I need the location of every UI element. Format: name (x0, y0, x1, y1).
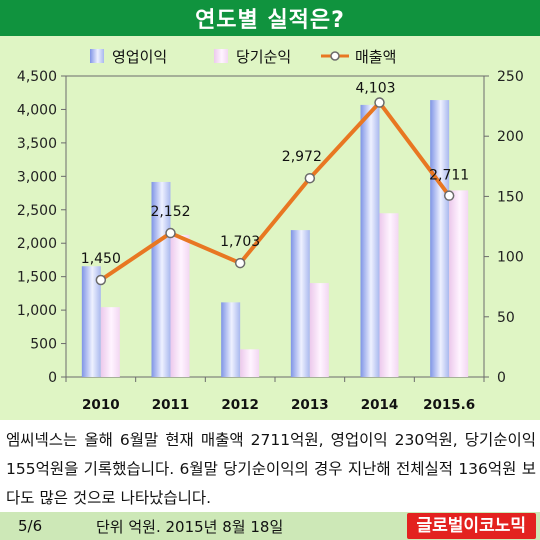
sales-point (234, 257, 246, 269)
sales-data-label: 2,972 (282, 149, 322, 165)
bar-net-income (309, 283, 329, 377)
legend-marker-sales (330, 51, 340, 61)
chart-area: 영업이익 당기순익 매출액 0 500 1,000 1,500 2,000 2,500 3,00… (0, 36, 540, 420)
sales-line (99, 100, 451, 282)
plot-frame (65, 75, 485, 378)
y-left-tick-label: 4,000 (17, 102, 57, 118)
y-right-tick-label: 0 (497, 370, 506, 386)
legend-label-sales: 매출액 (355, 48, 396, 66)
y-left-tick-label: 4,500 (17, 69, 57, 85)
sales-point (165, 227, 176, 239)
legend-swatch-net-income (214, 49, 228, 63)
sales-point (443, 190, 455, 201)
bar-net-income (170, 234, 190, 377)
legend-label-net-income: 당기순익 (236, 48, 291, 66)
bar-operating-profit (290, 230, 310, 377)
legend-label-operating-profit: 영업이익 (112, 48, 167, 66)
sales-data-label: 2,152 (150, 204, 190, 220)
y-left-tick-label: 500 (30, 337, 57, 353)
y-left-tick-label: 2,000 (17, 236, 57, 252)
bar-operating-profit (81, 266, 101, 377)
bar-net-income (379, 213, 399, 377)
legend-swatch-operating-profit (90, 49, 104, 63)
y-left-tick-label: 0 (48, 370, 57, 386)
description-text: 엠씨넥스는 올해 6월말 현재 매출액 2711억원, 영업이익 230억원, … (0, 420, 540, 512)
page-number: 5/6 (18, 517, 43, 535)
y-left-tick-label: 3,500 (17, 136, 57, 152)
bar-net-income (449, 190, 469, 377)
bar-net-income (240, 349, 260, 377)
x-tick-label: 2013 (291, 397, 329, 413)
chart-title: 연도별 실적은? (0, 0, 540, 36)
sales-point (95, 274, 107, 286)
sales-point (374, 97, 385, 108)
y-left-tick-label: 3,000 (17, 169, 57, 185)
y-left-tick-label: 1,500 (17, 270, 57, 286)
x-tick-label: 2014 (361, 397, 399, 413)
x-tick-label: 2012 (221, 397, 259, 413)
chart-legend: 영업이익 당기순익 매출액 (90, 48, 396, 66)
sales-data-label: 2,711 (429, 168, 469, 184)
x-tick-label: 2010 (82, 397, 120, 413)
y-left-tick-label: 1,000 (17, 303, 57, 319)
sales-data-label: 4,103 (355, 81, 395, 97)
bar-operating-profit (360, 104, 380, 378)
sales-data-label: 1,450 (81, 251, 121, 267)
chart-svg: 영업이익 당기순익 매출액 05001,0001,5002,0002,5003,00… (17, 48, 524, 413)
y-right-tick-label: 50 (497, 310, 515, 326)
sales-data-label: 1,703 (220, 234, 260, 250)
y-right-tick-label: 150 (497, 189, 524, 205)
plot-area: 05001,0001,5002,0002,5003,0003,5004,0004… (17, 69, 524, 413)
y-right-tick-label: 100 (497, 250, 524, 266)
y-right-tick-label: 250 (497, 69, 524, 85)
brand-logo: 글로벌이코노믹 (406, 513, 536, 539)
bar-net-income (100, 307, 120, 377)
sales-point (304, 172, 316, 184)
y-right-tick-label: 200 (497, 129, 524, 145)
y-left-tick-label: 2,500 (17, 203, 57, 219)
bar-operating-profit (151, 181, 171, 377)
x-tick-label: 2011 (152, 397, 190, 413)
bar-operating-profit (221, 302, 241, 377)
x-tick-label: 2015.6 (423, 397, 475, 413)
unit-date-note: 단위 억원. 2015년 8월 18일 (96, 517, 284, 536)
bar-operating-profit (430, 100, 450, 377)
footer-bar: 5/6 단위 억원. 2015년 8월 18일 글로벌이코노믹 (0, 512, 540, 540)
